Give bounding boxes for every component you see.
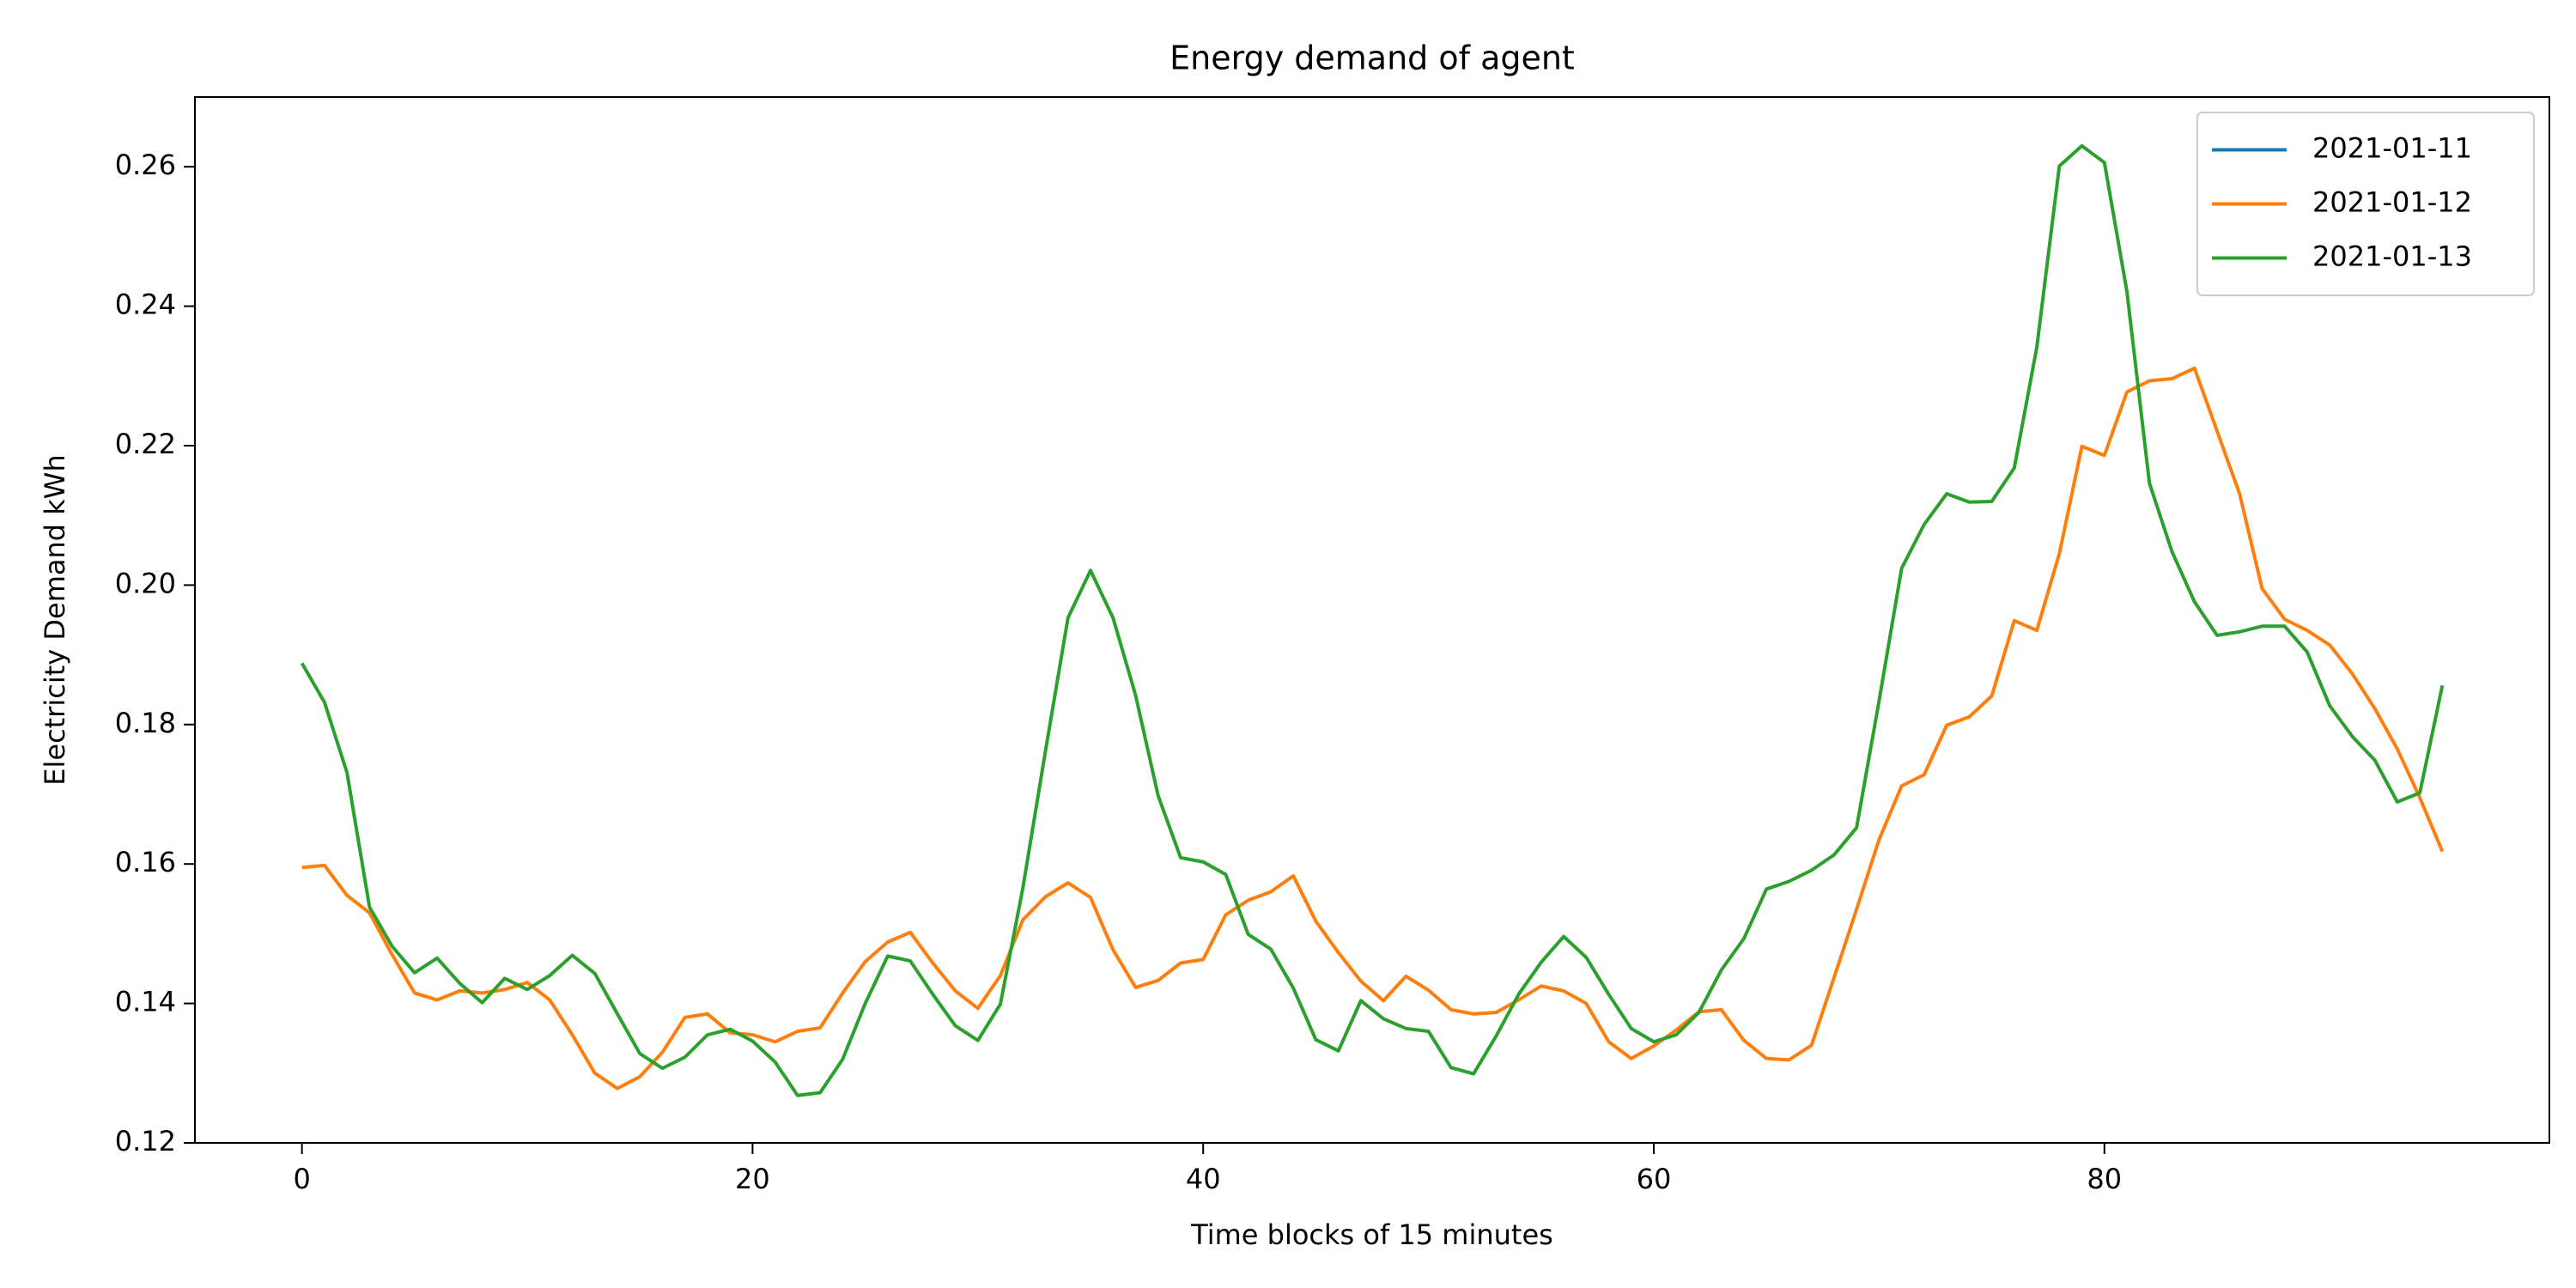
chart-title: Energy demand of agent bbox=[1170, 39, 1575, 77]
x-tick-label: 0 bbox=[293, 1163, 310, 1195]
y-tick-label: 0.14 bbox=[115, 986, 176, 1018]
series-line bbox=[301, 366, 2445, 1091]
y-tick-label: 0.18 bbox=[115, 707, 176, 739]
y-tick-label: 0.12 bbox=[115, 1125, 176, 1157]
x-tick-label: 20 bbox=[735, 1163, 770, 1195]
y-tick-label: 0.20 bbox=[115, 567, 176, 599]
x-tick-label: 80 bbox=[2087, 1163, 2122, 1195]
legend-box bbox=[2196, 112, 2535, 296]
legend-label: 2021-01-13 bbox=[2312, 240, 2472, 273]
y-tick-label: 0.16 bbox=[115, 846, 176, 878]
series-line bbox=[300, 143, 2445, 1097]
y-tick-label: 0.22 bbox=[115, 428, 176, 460]
x-tick-label: 40 bbox=[1186, 1163, 1221, 1195]
y-axis-label: Electricity Demand kWh bbox=[39, 454, 71, 785]
y-tick-label: 0.24 bbox=[115, 289, 176, 321]
legend-label: 2021-01-12 bbox=[2312, 186, 2472, 219]
y-tick-label: 0.26 bbox=[115, 149, 176, 181]
x-tick-label: 60 bbox=[1637, 1163, 1672, 1195]
legend-label: 2021-01-11 bbox=[2312, 132, 2472, 165]
plot-frame bbox=[194, 96, 2550, 1144]
x-axis-label: Time blocks of 15 minutes bbox=[1190, 1218, 1553, 1251]
